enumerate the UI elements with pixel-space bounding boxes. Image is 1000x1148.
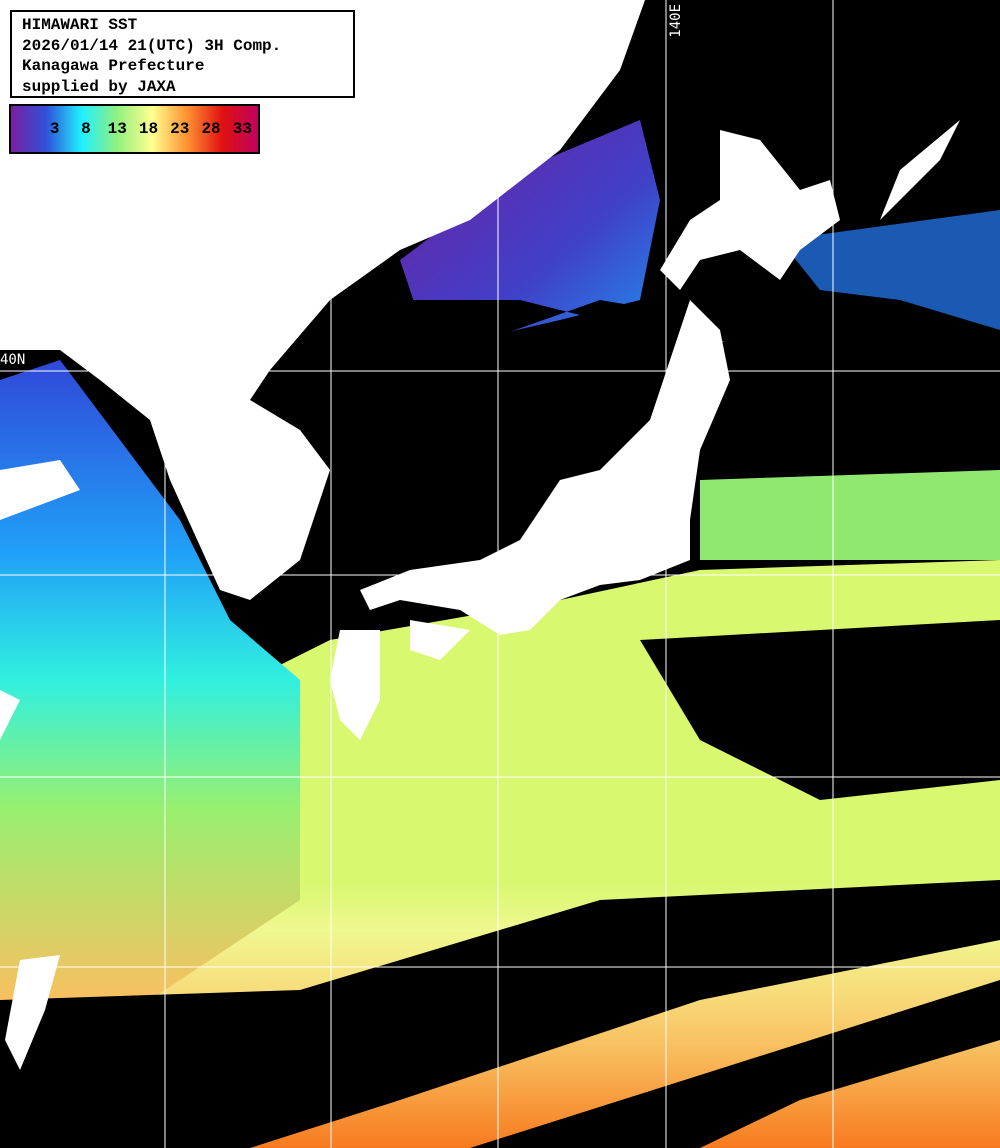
colorbar-tick: 13 xyxy=(107,120,127,138)
colorbar-tick: 8 xyxy=(81,120,91,138)
product-title: HIMAWARI SST xyxy=(22,16,138,34)
data-credit: supplied by JAXA xyxy=(22,77,176,96)
kyushu-land xyxy=(330,630,380,740)
cloud-mask xyxy=(0,300,1000,1148)
north-pacific-sst-area xyxy=(780,210,1000,330)
colorbar-tick: 28 xyxy=(201,120,221,138)
colorbar-tick: 18 xyxy=(138,120,159,138)
hokkaido-land xyxy=(660,130,840,290)
honshu-land xyxy=(360,300,730,635)
temperature-colorbar: 3 8 13 18 23 28 33 xyxy=(9,104,260,154)
china-coast-land xyxy=(0,460,80,520)
cloud-band xyxy=(640,620,1000,800)
observation-time: 2026/01/14 21(UTC) 3H Comp. xyxy=(22,36,282,55)
latitude-label-40n: 40N xyxy=(0,352,26,368)
longitude-label-140e: 140E xyxy=(668,4,684,38)
china-east-coast-land xyxy=(0,690,20,740)
eastern-sst-area xyxy=(700,470,1000,560)
cloud-band xyxy=(320,300,1000,480)
sakhalin-kurils-land xyxy=(880,120,960,220)
colorbar-tick: 3 xyxy=(49,120,60,138)
colorbar-tick: 33 xyxy=(232,120,252,138)
east-china-sea-sst-area xyxy=(0,360,300,1000)
colorbar-tick: 23 xyxy=(170,120,190,138)
sea-of-japan-sst-area xyxy=(400,120,660,350)
supplier-organization: Kanagawa Prefecture xyxy=(22,57,205,75)
cloud-band xyxy=(0,880,1000,1148)
shikoku-land xyxy=(410,620,470,660)
cloud-band xyxy=(470,980,1000,1148)
title-box: HIMAWARI SST 2026/01/14 21(UTC) 3H Comp.… xyxy=(10,10,355,98)
taiwan-land xyxy=(5,955,60,1070)
sado-island-land xyxy=(400,125,425,165)
